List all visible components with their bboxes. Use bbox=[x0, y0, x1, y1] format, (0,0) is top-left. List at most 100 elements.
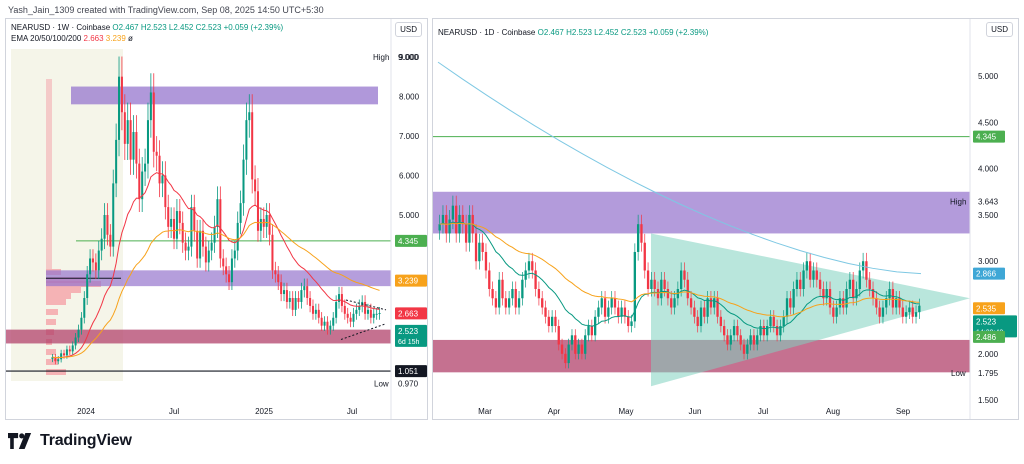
daily-candle-body bbox=[686, 279, 689, 299]
weekly-candle-body bbox=[103, 215, 106, 239]
daily-candle-body bbox=[696, 316, 699, 327]
daily-candle-body bbox=[822, 289, 825, 299]
daily-candle-body bbox=[875, 298, 878, 308]
weekly-candle-body bbox=[129, 120, 132, 160]
daily-ema-slow-tag: 2.866 bbox=[976, 270, 997, 279]
daily-candle-body bbox=[514, 289, 517, 308]
triangle-upper-line bbox=[345, 299, 387, 311]
weekly-candle-body bbox=[158, 155, 161, 184]
resistance-zone-mid bbox=[46, 270, 391, 287]
daily-candle-body bbox=[603, 298, 607, 317]
volume-profile-bar bbox=[46, 369, 66, 375]
daily-candle-body bbox=[802, 270, 805, 289]
weekly-y-tick: 9.000 bbox=[399, 53, 420, 62]
daily-candle-body bbox=[511, 289, 514, 299]
weekly-candle-body bbox=[329, 325, 332, 330]
weekly-candle-body bbox=[369, 309, 372, 318]
weekly-candle-body bbox=[251, 112, 254, 180]
daily-candle-body bbox=[825, 289, 828, 299]
weekly-candle-body bbox=[167, 207, 170, 227]
daily-candle-body bbox=[438, 224, 441, 231]
daily-candle-body bbox=[868, 279, 871, 289]
volume-profile-bar bbox=[46, 349, 56, 355]
ema-value-2: 3.239 bbox=[105, 34, 126, 43]
daily-candle-body bbox=[557, 326, 560, 345]
footer-brand: TradingView bbox=[8, 432, 132, 450]
daily-candle-body bbox=[749, 335, 752, 345]
daily-ema-slow-line bbox=[437, 61, 922, 275]
weekly-candle-body bbox=[213, 226, 216, 243]
daily-candle-body bbox=[521, 279, 524, 299]
weekly-candle-body bbox=[349, 317, 352, 322]
weekly-candle-body bbox=[274, 270, 277, 275]
chart-caption: Yash_Jain_1309 created with TradingView.… bbox=[8, 5, 324, 15]
weekly-candle-body bbox=[149, 92, 152, 121]
weekly-candle-body bbox=[74, 337, 77, 346]
daily-candle-body bbox=[742, 344, 746, 354]
daily-candle-body bbox=[782, 316, 785, 327]
daily-candle-body bbox=[607, 307, 610, 317]
daily-candle-body bbox=[699, 307, 703, 327]
weekly-ema-slow-tag: 3.239 bbox=[398, 277, 419, 286]
weekly-candle-body bbox=[77, 329, 80, 338]
weekly-y-tick: 6.000 bbox=[399, 171, 420, 180]
daily-candle-body bbox=[842, 298, 845, 308]
weekly-symbol: NEARUSD · 1W · Coinbase bbox=[11, 23, 111, 32]
weekly-legend-ema: EMA 20/50/100/200 2.663 3.239 ø bbox=[11, 34, 133, 43]
daily-candle-body bbox=[795, 279, 799, 289]
daily-currency-button[interactable]: USD bbox=[986, 22, 1013, 37]
daily-candle-body bbox=[517, 298, 521, 308]
volume-profile-bar bbox=[46, 359, 58, 365]
daily-candle-body bbox=[878, 307, 881, 317]
ema-label: EMA 20/50/100/200 bbox=[11, 34, 82, 43]
daily-chart-panel[interactable]: 5.000 4.500 4.000 3.500 3.000 2.000 1.500 Mar Ap… bbox=[432, 18, 1019, 420]
weekly-candle-body bbox=[68, 349, 71, 352]
daily-x-tick: Jul bbox=[758, 407, 768, 416]
daily-candle-body bbox=[504, 298, 507, 308]
daily-candle-body bbox=[709, 298, 713, 308]
daily-candle-body bbox=[537, 289, 541, 299]
weekly-candle-body bbox=[346, 313, 349, 318]
daily-candle-body bbox=[838, 298, 842, 308]
weekly-close: C2.523 bbox=[195, 23, 222, 32]
weekly-candle-body bbox=[193, 207, 196, 231]
daily-candle-body bbox=[501, 279, 504, 299]
weekly-candle-body bbox=[285, 290, 288, 302]
weekly-candle-body bbox=[355, 309, 358, 314]
daily-chart-canvas[interactable]: 5.000 4.500 4.000 3.500 3.000 2.000 1.500 Mar Ap… bbox=[433, 19, 1019, 420]
daily-candle-body bbox=[908, 307, 911, 313]
daily-high: H2.523 bbox=[566, 28, 592, 37]
weekly-chart-panel[interactable]: 9.0008.0007.0006.0005.0002.0002024Jul202… bbox=[5, 18, 428, 420]
weekly-candle-body bbox=[170, 218, 173, 227]
daily-candle-body bbox=[828, 289, 832, 308]
weekly-legend-ohlc: NEARUSD · 1W · Coinbase O2.467 H2.523 L2… bbox=[11, 23, 283, 32]
daily-candle-body bbox=[574, 335, 577, 354]
daily-candle-body bbox=[587, 326, 590, 336]
daily-candle-body bbox=[785, 298, 789, 317]
daily-candle-body bbox=[689, 298, 693, 308]
daily-low-label: Low bbox=[951, 369, 966, 378]
weekly-candle-body bbox=[268, 215, 271, 235]
weekly-candle-body bbox=[233, 250, 236, 259]
daily-candle-body bbox=[531, 261, 534, 271]
daily-candle-body bbox=[481, 242, 484, 252]
weekly-candle-body bbox=[338, 294, 341, 302]
daily-high-label: High bbox=[950, 198, 966, 207]
weekly-chart-canvas[interactable]: 9.0008.0007.0006.0005.0002.0002024Jul202… bbox=[6, 19, 428, 420]
weekly-candle-body bbox=[94, 262, 97, 271]
daily-close: C2.523 bbox=[620, 28, 647, 37]
weekly-candle-body bbox=[294, 298, 297, 310]
weekly-candle-body bbox=[303, 286, 306, 291]
weekly-candle-body bbox=[256, 191, 259, 231]
daily-candle-body bbox=[617, 307, 620, 317]
daily-candle-body bbox=[451, 205, 455, 220]
daily-ema-mid-tag: 2.535 bbox=[976, 304, 997, 313]
weekly-currency-button[interactable]: USD bbox=[395, 22, 422, 37]
daily-candle-body bbox=[541, 298, 544, 308]
weekly-candle-body bbox=[311, 305, 314, 314]
weekly-low-level-tag-bg bbox=[395, 365, 427, 378]
weekly-countdown: 6d 15h bbox=[398, 339, 420, 346]
daily-candle-body bbox=[554, 316, 557, 327]
weekly-candle-body bbox=[83, 298, 86, 318]
daily-candle-body bbox=[852, 279, 855, 299]
